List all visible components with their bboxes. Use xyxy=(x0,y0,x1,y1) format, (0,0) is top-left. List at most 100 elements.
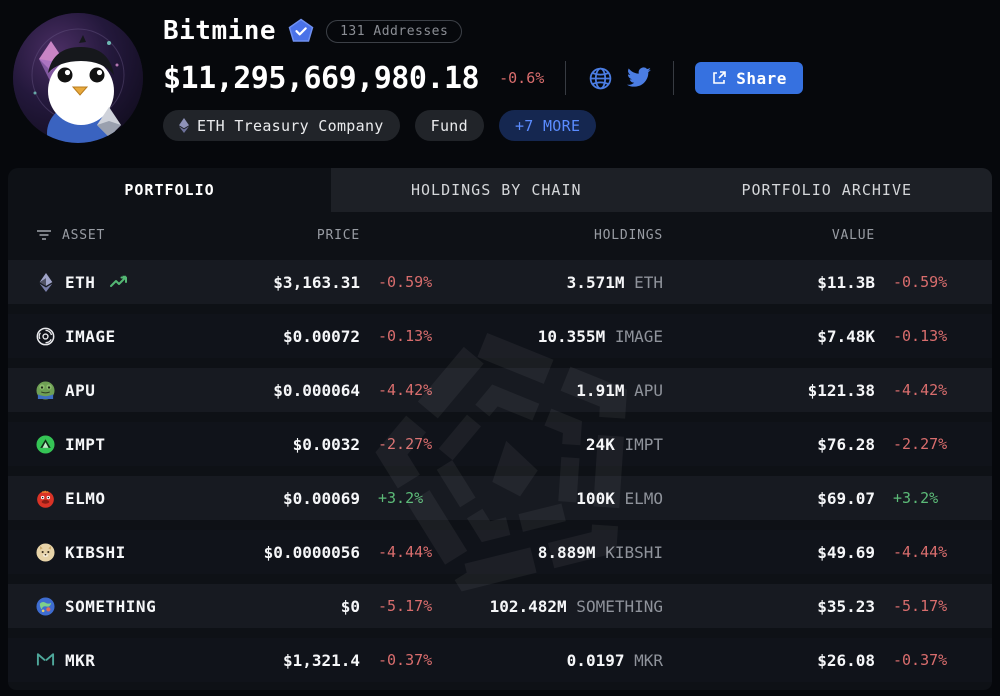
asset-symbol: MKR xyxy=(65,650,96,670)
asset-value-change: -0.59% xyxy=(893,273,948,291)
share-button[interactable]: Share xyxy=(695,62,803,94)
asset-price: $0 xyxy=(340,596,360,616)
asset-row-something[interactable]: SOMETHING $0 -5.17% 102.482M SOMETHING $35.2… xyxy=(8,584,992,628)
tag-label: +7 MORE xyxy=(514,116,581,135)
something-token-icon xyxy=(36,596,55,616)
header-holdings[interactable]: HOLDINGS xyxy=(593,227,663,243)
tab-holdings-by-chain[interactable]: HOLDINGS BY CHAIN xyxy=(331,168,662,212)
holdings-amount: 24K xyxy=(585,434,615,454)
elmo-token-icon xyxy=(36,489,55,508)
entity-name: Bitmine xyxy=(163,16,277,46)
holdings-ticker: IMPT xyxy=(614,434,663,454)
asset-price-change: -4.44% xyxy=(378,543,433,561)
tag-pill-fund[interactable]: Fund xyxy=(414,110,484,141)
asset-symbol: ETH xyxy=(65,272,96,292)
image-token-icon xyxy=(36,327,55,346)
asset-row-kibshi[interactable]: KIBSHI $0.0000056 -4.44% 8.889M KIBSHI $49.6… xyxy=(8,530,992,574)
asset-row-mkr[interactable]: MKR $1,321.4 -0.37% 0.0197 MKR $26.08 -0.37% xyxy=(8,638,992,682)
share-button-label: Share xyxy=(736,68,787,88)
asset-symbol: IMAGE xyxy=(65,326,116,346)
tag-label: ETH Treasury Company xyxy=(197,116,384,135)
holdings-amount: 3.571M xyxy=(566,272,625,292)
holdings-amount: 0.0197 xyxy=(566,650,625,670)
asset-price: $0.000064 xyxy=(273,380,360,400)
asset-value-change: -4.42% xyxy=(893,381,948,399)
asset-price: $1,321.4 xyxy=(282,650,360,670)
filter-icon[interactable] xyxy=(36,228,52,242)
header-asset[interactable]: ASSET xyxy=(62,227,106,243)
asset-value-change: -0.13% xyxy=(893,327,948,345)
asset-price: $0.0032 xyxy=(292,434,360,454)
asset-holdings: 102.482M SOMETHING xyxy=(444,597,663,616)
asset-holdings: 0.0197 MKR xyxy=(444,651,663,670)
tab-portfolio-archive[interactable]: PORTFOLIO ARCHIVE xyxy=(661,168,992,212)
apu-token-icon xyxy=(36,380,55,400)
asset-row-eth[interactable]: ETH $3,163.31 -0.59% 3.571M ETH $11.3B -0.59% xyxy=(8,260,992,304)
total-portfolio-value: $11,295,669,980.18 xyxy=(163,60,480,96)
mkr-token-icon xyxy=(36,651,55,670)
tag-label: Fund xyxy=(430,116,468,135)
asset-value-change: -5.17% xyxy=(893,597,948,615)
eth-mini-icon xyxy=(179,118,189,133)
divider xyxy=(565,61,567,95)
asset-price-change: +3.2% xyxy=(378,489,424,507)
asset-value: $26.08 xyxy=(817,650,875,670)
tab-bar: PORTFOLIO HOLDINGS BY CHAIN PORTFOLIO ARCH… xyxy=(8,168,992,212)
asset-price: $0.00072 xyxy=(282,326,360,346)
asset-table-body: ETH $3,163.31 -0.59% 3.571M ETH $11.3B -0.59%… xyxy=(8,258,992,682)
asset-price: $0.0000056 xyxy=(263,542,360,562)
asset-symbol: ELMO xyxy=(65,488,106,508)
asset-holdings: 3.571M ETH xyxy=(444,273,663,292)
total-value-change: -0.6% xyxy=(499,69,545,87)
asset-value: $7.48K xyxy=(817,326,875,346)
holdings-amount: 10.355M xyxy=(537,326,606,346)
divider xyxy=(673,61,675,95)
eth-token-icon xyxy=(36,272,55,292)
tag-pill-eth-treasury-company[interactable]: ETH Treasury Company xyxy=(163,110,400,141)
asset-holdings: 10.355M IMAGE xyxy=(444,327,663,346)
entity-avatar xyxy=(13,13,143,143)
holdings-amount: 1.91M xyxy=(576,380,625,400)
tag-pill--7-more[interactable]: +7 MORE xyxy=(498,110,597,141)
asset-symbol: APU xyxy=(65,380,96,400)
share-export-icon xyxy=(713,71,727,84)
tab-portfolio[interactable]: PORTFOLIO xyxy=(124,181,215,199)
asset-price-change: -5.17% xyxy=(378,597,433,615)
asset-row-impt[interactable]: IMPT $0.0032 -2.27% 24K IMPT $76.28 -2.27% xyxy=(8,422,992,466)
asset-price-change: -4.42% xyxy=(378,381,433,399)
asset-value-change: +3.2% xyxy=(893,489,939,507)
kibshi-token-icon xyxy=(36,542,55,562)
holdings-ticker: KIBSHI xyxy=(595,542,663,562)
asset-holdings: 100K ELMO xyxy=(444,489,663,508)
asset-price-change: -2.27% xyxy=(378,435,433,453)
asset-value-change: -4.44% xyxy=(893,543,948,561)
asset-price: $3,163.31 xyxy=(273,272,360,292)
asset-value: $69.07 xyxy=(817,488,875,508)
asset-value: $35.23 xyxy=(817,596,875,616)
globe-icon[interactable] xyxy=(587,65,613,91)
addresses-badge[interactable]: 131 Addresses xyxy=(326,19,463,43)
verified-badge-icon xyxy=(288,18,314,44)
holdings-amount: 102.482M xyxy=(489,596,567,616)
asset-price-change: -0.59% xyxy=(378,273,433,291)
asset-holdings: 1.91M APU xyxy=(444,381,663,400)
asset-value-change: -2.27% xyxy=(893,435,948,453)
asset-row-image[interactable]: IMAGE $0.00072 -0.13% 10.355M IMAGE $7.48K -0… xyxy=(8,314,992,358)
holdings-ticker: IMAGE xyxy=(605,326,663,346)
asset-holdings: 24K IMPT xyxy=(444,435,663,454)
header-price[interactable]: PRICE xyxy=(316,227,360,243)
impt-token-icon xyxy=(36,434,55,454)
header-value[interactable]: VALUE xyxy=(831,227,875,243)
holdings-ticker: ELMO xyxy=(614,488,663,508)
penguin-avatar-image xyxy=(13,13,143,143)
asset-symbol: IMPT xyxy=(65,434,106,454)
holdings-ticker: SOMETHING xyxy=(566,596,663,616)
asset-symbol: KIBSHI xyxy=(65,542,126,562)
asset-price: $0.00069 xyxy=(282,488,360,508)
portfolio-panel: PORTFOLIO HOLDINGS BY CHAIN PORTFOLIO ARCH… xyxy=(8,168,992,690)
asset-row-apu[interactable]: APU $0.000064 -4.42% 1.91M APU $121.38 -4.42% xyxy=(8,368,992,412)
asset-value-change: -0.37% xyxy=(893,651,948,669)
table-header-row: ASSET PRICE HOLDINGS VALUE xyxy=(8,212,992,258)
asset-row-elmo[interactable]: ELMO $0.00069 +3.2% 100K ELMO $69.07 +3.2% xyxy=(8,476,992,520)
twitter-icon[interactable] xyxy=(626,65,652,91)
